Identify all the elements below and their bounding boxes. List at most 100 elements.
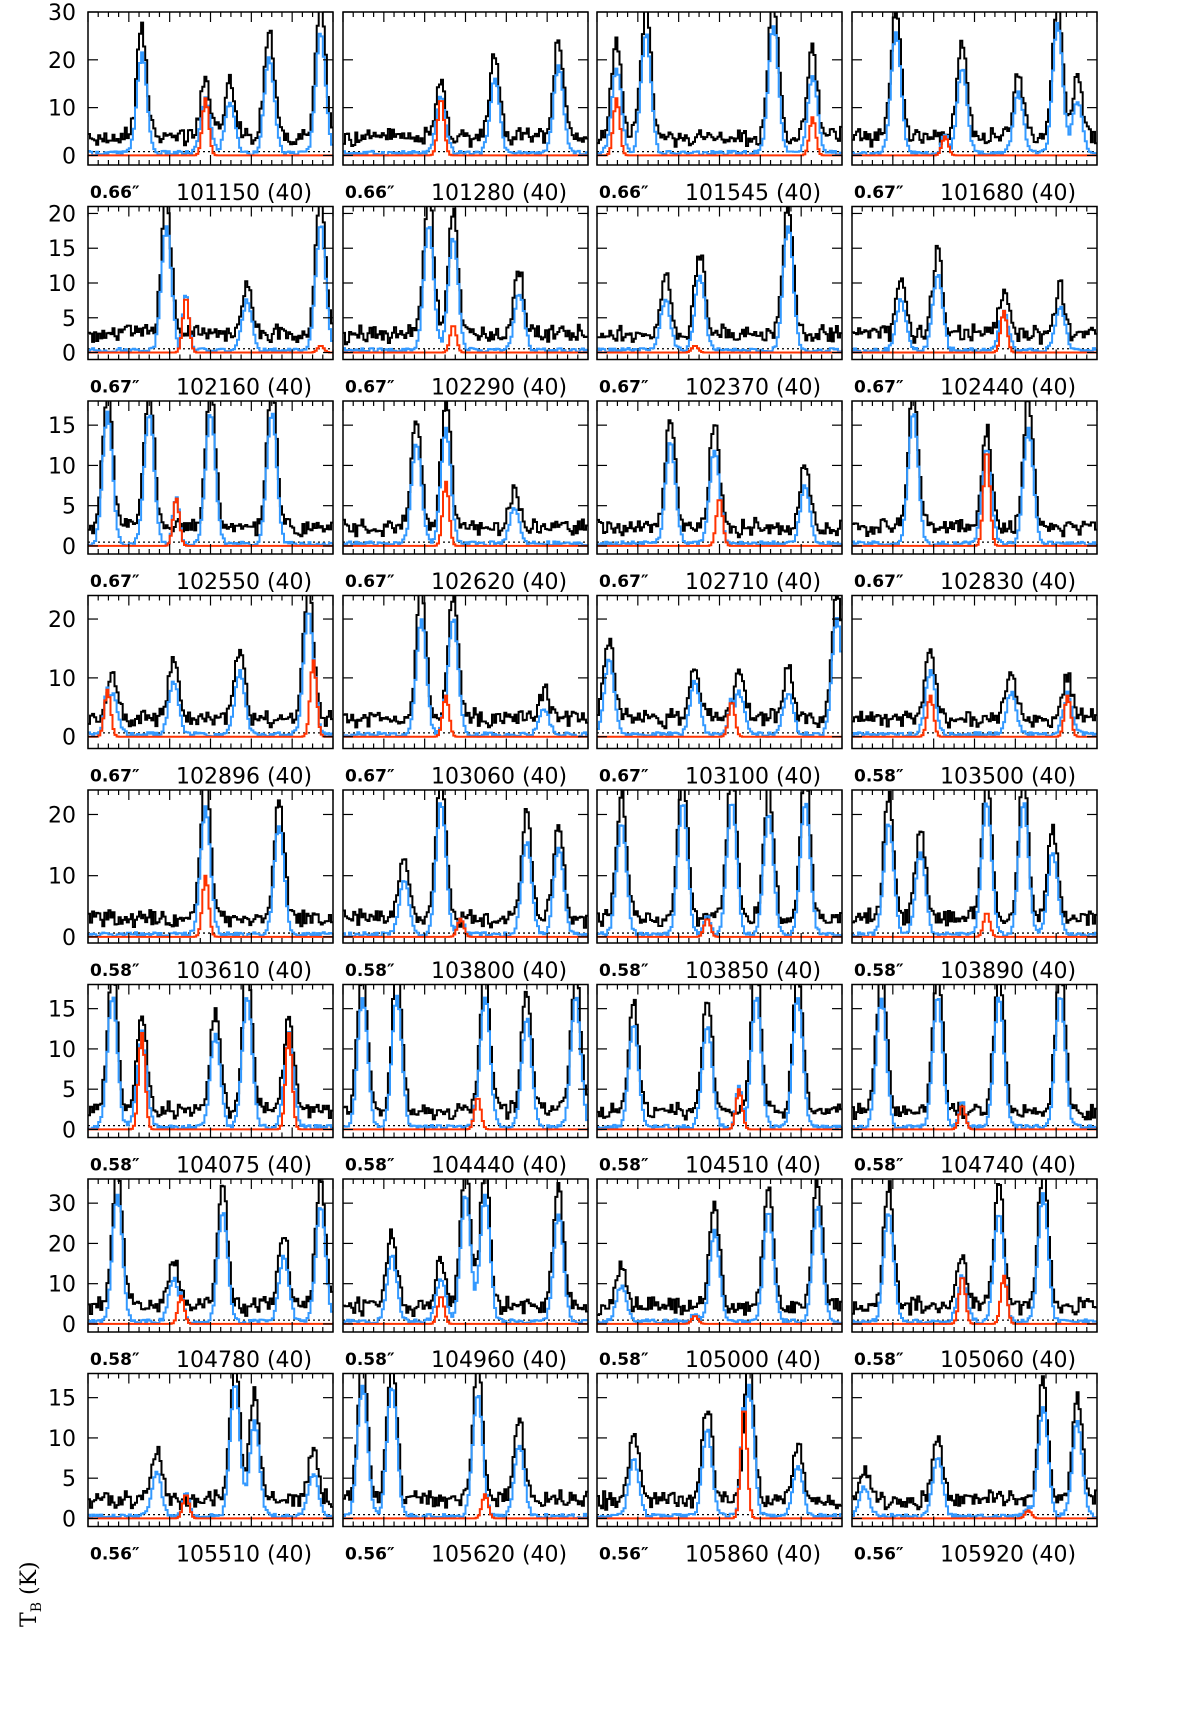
observed-spectrum <box>88 206 333 343</box>
observed-spectrum <box>597 419 842 539</box>
frequency-label: 102290 (40) <box>431 376 567 401</box>
model-molecule-spectrum <box>343 480 588 547</box>
panel-frame <box>596 11 843 166</box>
model-molecule-spectrum <box>343 917 588 938</box>
beam-size-label: 0.58″ <box>345 1350 395 1370</box>
model-total-spectrum <box>88 32 333 157</box>
beam-size-label: 0.56″ <box>90 1545 140 1565</box>
spectrum-panel: 0.56″ 105860 (40) <box>596 1372 843 1568</box>
y-tick-label: 0 <box>62 342 76 367</box>
spectrum-panel: 0.58″ 104440 (40) <box>342 983 589 1179</box>
observed-spectrum <box>852 648 1097 729</box>
frequency-label: 101680 (40) <box>940 181 1076 206</box>
beam-size-label: 0.58″ <box>599 1350 649 1370</box>
model-molecule-spectrum <box>343 1296 588 1325</box>
panel-frame <box>342 11 589 166</box>
frequency-label: 102620 (40) <box>431 570 567 595</box>
frequency-label: 103850 (40) <box>685 959 821 984</box>
frequency-label: 102440 (40) <box>940 376 1076 401</box>
panel-frame <box>342 1372 589 1528</box>
beam-size-label: 0.66″ <box>345 183 395 203</box>
panel-frame <box>342 205 589 361</box>
frequency-label: 101545 (40) <box>685 181 821 206</box>
spectrum-panel: 0.67″ 102290 (40) <box>342 205 589 401</box>
y-tick-label: 20 <box>48 49 76 74</box>
beam-size-label: 0.67″ <box>90 572 140 592</box>
beam-size-label: 0.56″ <box>345 1545 395 1565</box>
observed-spectrum <box>343 1373 588 1509</box>
spectrum-panel: 0 5 10 15 0.56″ 105510 (40) <box>48 1372 334 1568</box>
beam-size-label: 0.67″ <box>345 767 395 787</box>
spectrum-panel: 0 10 20 0.58″ 103610 (40) <box>48 789 334 984</box>
spectrum-panel: 0.58″ 103890 (40) <box>851 789 1098 984</box>
model-molecule-spectrum <box>852 453 1097 547</box>
y-tick-label: 20 <box>48 803 76 828</box>
beam-size-label: 0.58″ <box>854 767 904 787</box>
observed-spectrum <box>597 1179 842 1316</box>
series-group <box>852 401 1097 547</box>
frequency-label: 101280 (40) <box>431 181 567 206</box>
frequency-label: 105860 (40) <box>685 1543 821 1568</box>
observed-spectrum <box>852 1179 1097 1316</box>
model-total-spectrum <box>88 410 333 547</box>
model-molecule-spectrum <box>852 912 1097 938</box>
series-group <box>597 419 842 547</box>
panel-frame <box>87 1372 334 1528</box>
spectrum-panel: 0.56″ 105620 (40) <box>342 1372 589 1568</box>
y-tick-label: 10 <box>48 865 76 890</box>
beam-size-label: 0.58″ <box>854 961 904 981</box>
model-molecule-spectrum <box>88 659 333 738</box>
spectrum-panel: 0.67″ 101680 (40) <box>851 11 1098 206</box>
series-group <box>88 401 333 547</box>
spectrum-panel: 0.58″ 105000 (40) <box>596 1178 843 1373</box>
model-molecule-spectrum <box>597 345 842 354</box>
model-molecule-spectrum <box>343 1097 588 1131</box>
y-tick-label: 20 <box>48 202 76 227</box>
frequency-label: 103500 (40) <box>940 765 1076 790</box>
y-tick-label: 15 <box>48 998 76 1023</box>
y-tick-label: 0 <box>62 535 76 560</box>
spectrum-panel: 0.67″ 102620 (40) <box>342 400 589 595</box>
y-axis-unit: (K) <box>16 1561 42 1596</box>
frequency-label: 104960 (40) <box>431 1348 567 1373</box>
model-total-spectrum <box>852 413 1097 547</box>
frequency-label: 101150 (40) <box>176 181 312 206</box>
observed-spectrum <box>88 790 333 928</box>
beam-size-label: 0.66″ <box>90 183 140 203</box>
series-group <box>343 206 588 354</box>
spectrum-panel: 0 5 10 15 0.58″ 104075 (40) <box>48 983 334 1179</box>
y-tick-label: 10 <box>48 1427 76 1452</box>
frequency-label: 103610 (40) <box>176 959 312 984</box>
model-total-spectrum <box>343 994 588 1131</box>
observed-spectrum <box>597 206 842 343</box>
beam-size-label: 0.67″ <box>90 767 140 787</box>
series-group <box>343 39 588 157</box>
observed-spectrum <box>88 984 333 1120</box>
beam-size-label: 0.67″ <box>854 572 904 592</box>
beam-size-label: 0.67″ <box>599 378 649 398</box>
spectrum-panel: 0.67″ 102710 (40) <box>596 400 843 595</box>
model-molecule-spectrum <box>343 100 588 157</box>
y-tick-label: 15 <box>48 237 76 262</box>
model-molecule-spectrum <box>88 1294 333 1325</box>
y-tick-label: 0 <box>62 1313 76 1338</box>
observed-spectrum <box>597 1373 842 1511</box>
beam-size-label: 0.67″ <box>345 572 395 592</box>
model-molecule-spectrum <box>852 694 1097 738</box>
beam-size-label: 0.67″ <box>599 767 649 787</box>
spectrum-panel: 0.67″ 103100 (40) <box>596 594 843 790</box>
y-tick-label: 0 <box>62 1507 76 1532</box>
model-molecule-spectrum <box>597 499 842 547</box>
series-group <box>88 790 333 938</box>
observed-spectrum <box>852 401 1097 538</box>
y-tick-label: 0 <box>62 726 76 751</box>
model-molecule-spectrum <box>597 1315 842 1325</box>
panel-frame <box>596 789 843 944</box>
spectrum-panel: 0.67″ 102370 (40) <box>596 205 843 401</box>
model-total-spectrum <box>343 618 588 738</box>
frequency-label: 104780 (40) <box>176 1348 312 1373</box>
y-tick-label: 0 <box>62 1118 76 1143</box>
beam-size-label: 0.58″ <box>599 1156 649 1176</box>
frequency-label: 104740 (40) <box>940 1154 1076 1179</box>
